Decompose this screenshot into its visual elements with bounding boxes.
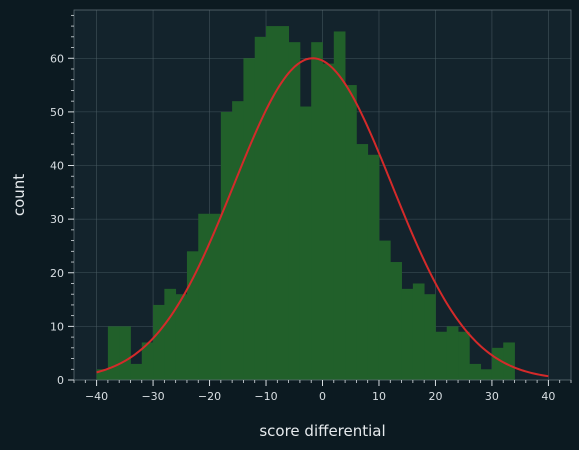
x-tick-label: −10 xyxy=(254,390,277,403)
histogram-bar xyxy=(480,369,493,380)
histogram-bar xyxy=(220,111,233,380)
histogram-bar xyxy=(345,85,357,381)
x-axis-label: score differential xyxy=(259,422,385,440)
histogram-bar xyxy=(198,213,210,380)
histogram-bar xyxy=(356,144,369,380)
histogram-bar xyxy=(209,213,222,380)
y-tick-label: 60 xyxy=(50,52,64,65)
x-tick-label: −30 xyxy=(141,390,164,403)
histogram-bar xyxy=(243,58,256,381)
y-tick-label: 30 xyxy=(50,213,64,226)
histogram-bar xyxy=(254,36,267,381)
y-tick-label: 10 xyxy=(50,320,64,333)
histogram-bar xyxy=(378,240,391,380)
histogram-bar xyxy=(367,154,380,380)
histogram-bars xyxy=(96,26,515,381)
y-axis-label: count xyxy=(10,174,28,216)
histogram-bar xyxy=(424,294,436,380)
histogram-bar xyxy=(141,342,154,380)
histogram-bar xyxy=(401,288,414,380)
x-tick-label: 30 xyxy=(485,390,499,403)
x-tick-label: 0 xyxy=(319,390,326,403)
x-tick-label: −40 xyxy=(85,390,108,403)
histogram-bar xyxy=(311,42,323,380)
y-tick-label: 0 xyxy=(57,374,64,387)
y-tick-label: 50 xyxy=(50,106,64,119)
x-tick-label: 10 xyxy=(372,390,386,403)
histogram-bar xyxy=(322,63,335,380)
histogram-bar xyxy=(491,347,504,380)
histogram-bar xyxy=(266,26,278,381)
x-tick-label: 20 xyxy=(428,390,442,403)
histogram-bar xyxy=(96,369,109,380)
histogram-bar xyxy=(288,42,301,380)
histogram-bar xyxy=(390,262,402,380)
histogram-bar xyxy=(164,288,177,380)
histogram-bar xyxy=(175,294,188,380)
histogram-bar xyxy=(186,251,199,380)
histogram-bar xyxy=(469,363,482,380)
x-tick-label: 40 xyxy=(541,390,555,403)
histogram-bar xyxy=(435,331,448,380)
histogram-bar xyxy=(119,326,131,380)
histogram-bar xyxy=(446,326,459,380)
x-tick-label: −20 xyxy=(198,390,221,403)
histogram-bar xyxy=(299,106,312,381)
histogram-bar xyxy=(277,26,290,381)
histogram-bar xyxy=(232,101,244,380)
y-tick-label: 40 xyxy=(50,160,64,173)
fit-curve xyxy=(96,57,549,378)
histogram-bar xyxy=(107,326,120,380)
histogram-bar xyxy=(130,363,143,380)
y-tick-label: 20 xyxy=(50,267,64,280)
histogram-bar xyxy=(153,304,165,380)
histogram-bar xyxy=(503,342,515,380)
axes: −40 −30 −20 −10 0 10 20 30 40 0 10 20 30 40 50 60 xyxy=(50,9,572,403)
histogram-bar xyxy=(412,283,425,380)
histogram-bar xyxy=(333,31,346,380)
histogram-bar xyxy=(458,331,470,380)
